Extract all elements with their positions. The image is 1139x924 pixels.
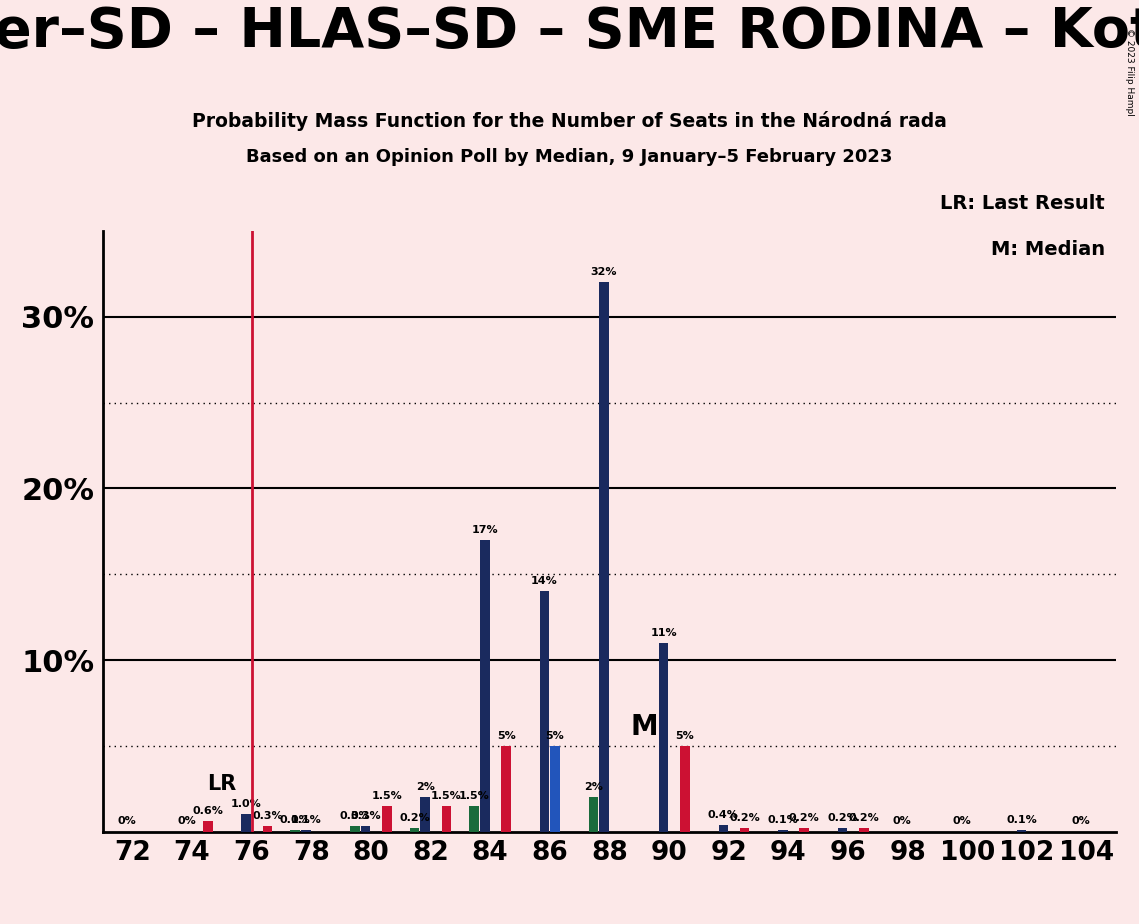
Text: 0.2%: 0.2% [789, 813, 820, 823]
Text: 5%: 5% [675, 731, 695, 741]
Text: 1.5%: 1.5% [431, 791, 461, 801]
Bar [589, 797, 598, 832]
Text: 0%: 0% [178, 817, 196, 826]
Text: 5%: 5% [497, 731, 516, 741]
Bar [420, 797, 429, 832]
Text: 1.5%: 1.5% [459, 791, 490, 801]
Bar [740, 828, 749, 832]
Text: 0.4%: 0.4% [707, 809, 739, 820]
Text: 0.3%: 0.3% [339, 811, 370, 821]
Text: 14%: 14% [531, 577, 558, 586]
Text: 2%: 2% [584, 782, 603, 792]
Text: 5%: 5% [546, 731, 565, 741]
Text: 0%: 0% [117, 817, 137, 826]
Text: 0.1%: 0.1% [768, 815, 798, 825]
Text: 0%: 0% [952, 817, 972, 826]
Bar [350, 826, 360, 832]
Bar [263, 826, 272, 832]
Text: Probability Mass Function for the Number of Seats in the Národná rada: Probability Mass Function for the Number… [192, 111, 947, 131]
Text: er–SD – HLAS–SD – SME RODINA – Kotleba–ĽSNS – S: er–SD – HLAS–SD – SME RODINA – Kotleba–Ľ… [0, 5, 1139, 58]
Text: 0%: 0% [893, 817, 911, 826]
Text: 0.6%: 0.6% [192, 806, 223, 816]
Text: 0.3%: 0.3% [252, 811, 282, 821]
Bar [719, 825, 728, 832]
Bar [658, 643, 669, 832]
Text: LR: LR [207, 773, 237, 794]
Bar [203, 821, 213, 832]
Bar [599, 283, 609, 832]
Text: 0.2%: 0.2% [729, 813, 760, 823]
Bar [501, 746, 511, 832]
Bar [469, 806, 478, 832]
Bar [442, 806, 451, 832]
Bar [859, 828, 869, 832]
Text: 0.3%: 0.3% [350, 811, 380, 821]
Text: 11%: 11% [650, 627, 677, 638]
Text: 0.2%: 0.2% [827, 813, 858, 823]
Bar [241, 814, 251, 832]
Bar [290, 830, 300, 832]
Text: 2%: 2% [416, 782, 435, 792]
Bar [382, 806, 392, 832]
Bar [361, 826, 370, 832]
Text: 17%: 17% [472, 525, 498, 535]
Bar [301, 830, 311, 832]
Bar [550, 746, 560, 832]
Text: Based on an Opinion Poll by Median, 9 January–5 February 2023: Based on an Opinion Poll by Median, 9 Ja… [246, 148, 893, 165]
Bar [800, 828, 809, 832]
Bar [838, 828, 847, 832]
Text: M: M [630, 712, 658, 741]
Text: 0%: 0% [1072, 817, 1090, 826]
Text: M: Median: M: Median [991, 240, 1105, 260]
Text: 0.1%: 0.1% [280, 815, 311, 825]
Text: 0.2%: 0.2% [399, 813, 429, 823]
Text: 0.1%: 0.1% [1006, 815, 1036, 825]
Text: 1.0%: 1.0% [231, 799, 262, 809]
Bar [540, 591, 549, 832]
Bar [1017, 830, 1026, 832]
Bar [480, 540, 490, 832]
Bar [680, 746, 690, 832]
Bar [778, 830, 788, 832]
Text: 1.5%: 1.5% [371, 791, 402, 801]
Text: LR: Last Result: LR: Last Result [940, 194, 1105, 213]
Text: 0.1%: 0.1% [290, 815, 321, 825]
Text: © 2023 Filip Hampl: © 2023 Filip Hampl [1125, 28, 1134, 116]
Text: 0.2%: 0.2% [849, 813, 879, 823]
Bar [410, 828, 419, 832]
Text: 32%: 32% [591, 267, 617, 277]
